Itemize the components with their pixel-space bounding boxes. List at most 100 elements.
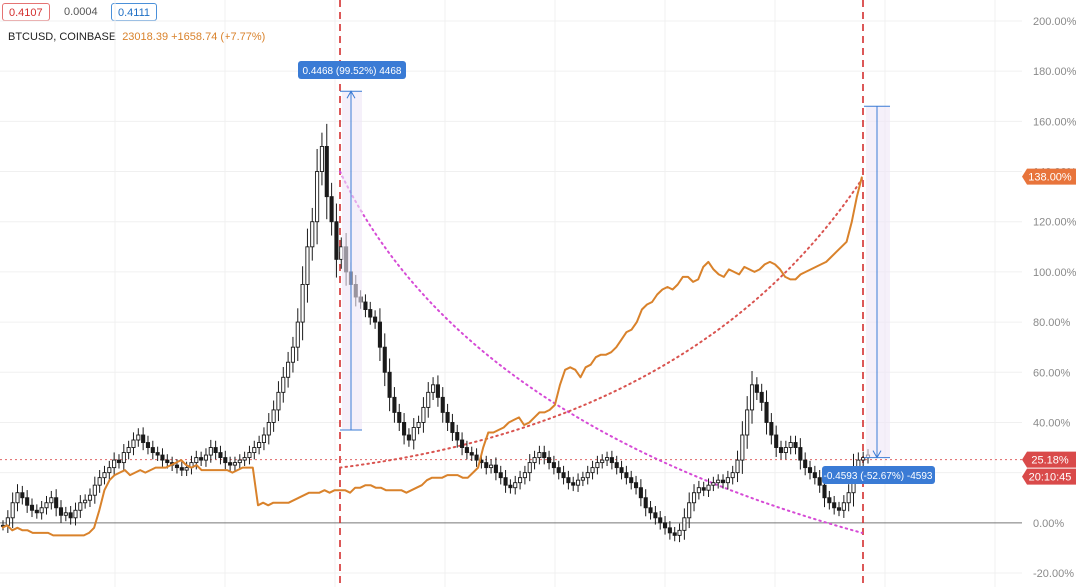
candle-down bbox=[774, 434, 779, 448]
candle-down bbox=[827, 497, 832, 504]
btc-line-series bbox=[1, 176, 863, 537]
candle-down bbox=[329, 196, 334, 223]
candle-up bbox=[300, 284, 305, 323]
candle-up bbox=[266, 422, 271, 436]
candle-up bbox=[585, 472, 590, 479]
candle-up bbox=[49, 497, 54, 504]
candle-down bbox=[561, 472, 566, 479]
candle-up bbox=[184, 467, 189, 471]
candle-down bbox=[58, 507, 64, 516]
candle-down bbox=[629, 477, 634, 484]
btc-price-line bbox=[1, 176, 863, 537]
measure-up-range bbox=[342, 91, 362, 430]
candle-down bbox=[228, 462, 233, 466]
candle-down bbox=[817, 477, 822, 486]
candle-down bbox=[387, 371, 392, 398]
measure-down-label-box bbox=[822, 466, 935, 484]
candle-up bbox=[590, 467, 595, 474]
candle-up bbox=[237, 459, 242, 464]
candle-up bbox=[92, 484, 97, 496]
y-tick-label: 180.00% bbox=[1033, 66, 1077, 78]
candle-up bbox=[513, 482, 518, 489]
candle-up bbox=[247, 452, 252, 459]
candle-up bbox=[421, 406, 426, 423]
candle-up bbox=[78, 502, 83, 511]
candle-up bbox=[257, 442, 262, 448]
measure-tools: 0.4468 (99.52%) 4468 -0.4593 (-52.67%) -4… bbox=[298, 61, 935, 484]
candle-down bbox=[672, 532, 677, 536]
candle-down bbox=[658, 517, 663, 524]
candle-up bbox=[232, 462, 238, 466]
candle-up bbox=[261, 434, 266, 443]
legend-quote: 23018.39 +1658.74 (+7.77%) bbox=[122, 31, 266, 43]
candle-down bbox=[633, 482, 639, 489]
candle-up bbox=[281, 376, 286, 393]
candle-down bbox=[624, 472, 629, 479]
candle-up bbox=[687, 502, 692, 519]
candle-up bbox=[136, 434, 141, 441]
candle-down bbox=[836, 507, 842, 511]
candle-up bbox=[87, 494, 93, 501]
candle-down bbox=[614, 462, 619, 469]
candle-down bbox=[368, 309, 373, 318]
price-tags: 138.00% 25.18% 20:10:45 bbox=[1022, 168, 1076, 485]
candle-up bbox=[131, 439, 136, 448]
candle-down bbox=[440, 396, 445, 413]
candle-up bbox=[600, 459, 605, 464]
candle-down bbox=[116, 459, 122, 464]
candle-down bbox=[701, 487, 706, 491]
candle-up bbox=[286, 361, 291, 378]
candle-down bbox=[474, 454, 479, 461]
candle-up bbox=[73, 509, 78, 519]
candle-up bbox=[290, 346, 295, 363]
candle-down bbox=[218, 452, 223, 459]
candle-down bbox=[609, 457, 614, 464]
candle-up bbox=[83, 499, 88, 504]
measure-down-arrowhead bbox=[872, 450, 882, 459]
candle-up bbox=[580, 477, 585, 481]
y-tick-label: -20.00% bbox=[1033, 568, 1074, 580]
series-legend[interactable]: BTCUSD, COINBASE 23018.39 +1658.74 (+7.77… bbox=[8, 31, 265, 43]
candle-up bbox=[711, 482, 716, 486]
candle-up bbox=[725, 477, 730, 484]
candle-down bbox=[199, 457, 204, 461]
candle-down bbox=[54, 497, 59, 509]
candle-up bbox=[576, 479, 581, 486]
candle-down bbox=[798, 447, 803, 461]
candle-up bbox=[208, 447, 213, 456]
candle-up bbox=[271, 409, 276, 423]
candle-down bbox=[807, 467, 813, 474]
candle-down bbox=[508, 484, 513, 489]
y-axis: 200.00%180.00%160.00%140.00%120.00%100.0… bbox=[1033, 16, 1077, 580]
candle-down bbox=[503, 477, 508, 486]
y-tick-label: 200.00% bbox=[1033, 16, 1077, 28]
candle-down bbox=[469, 452, 474, 456]
candle-up bbox=[682, 517, 687, 531]
candle-down bbox=[373, 316, 378, 323]
candle-down bbox=[223, 457, 228, 464]
y-tick-label: 60.00% bbox=[1033, 367, 1071, 379]
y-tick-label: 100.00% bbox=[1033, 267, 1077, 279]
candle-up bbox=[203, 454, 209, 461]
candle-down bbox=[803, 459, 808, 469]
candle-up bbox=[605, 457, 610, 461]
reference-lines bbox=[0, 0, 1022, 587]
candle-down bbox=[455, 432, 460, 441]
candle-down bbox=[648, 507, 653, 514]
candle-down bbox=[165, 459, 170, 464]
candle-up bbox=[305, 246, 310, 285]
candle-up bbox=[426, 391, 431, 408]
y-tick-label: 80.00% bbox=[1033, 317, 1071, 329]
candle-down bbox=[450, 422, 455, 433]
candle-up bbox=[745, 409, 750, 436]
candle-up bbox=[735, 459, 740, 474]
candle-down bbox=[406, 434, 411, 441]
candle-up bbox=[730, 472, 735, 479]
countdown-tag: 20:10:45 bbox=[1029, 472, 1072, 484]
candle-down bbox=[34, 509, 39, 514]
candle-down bbox=[764, 401, 769, 423]
chart-grid bbox=[0, 0, 1022, 587]
candle-down bbox=[363, 301, 368, 310]
